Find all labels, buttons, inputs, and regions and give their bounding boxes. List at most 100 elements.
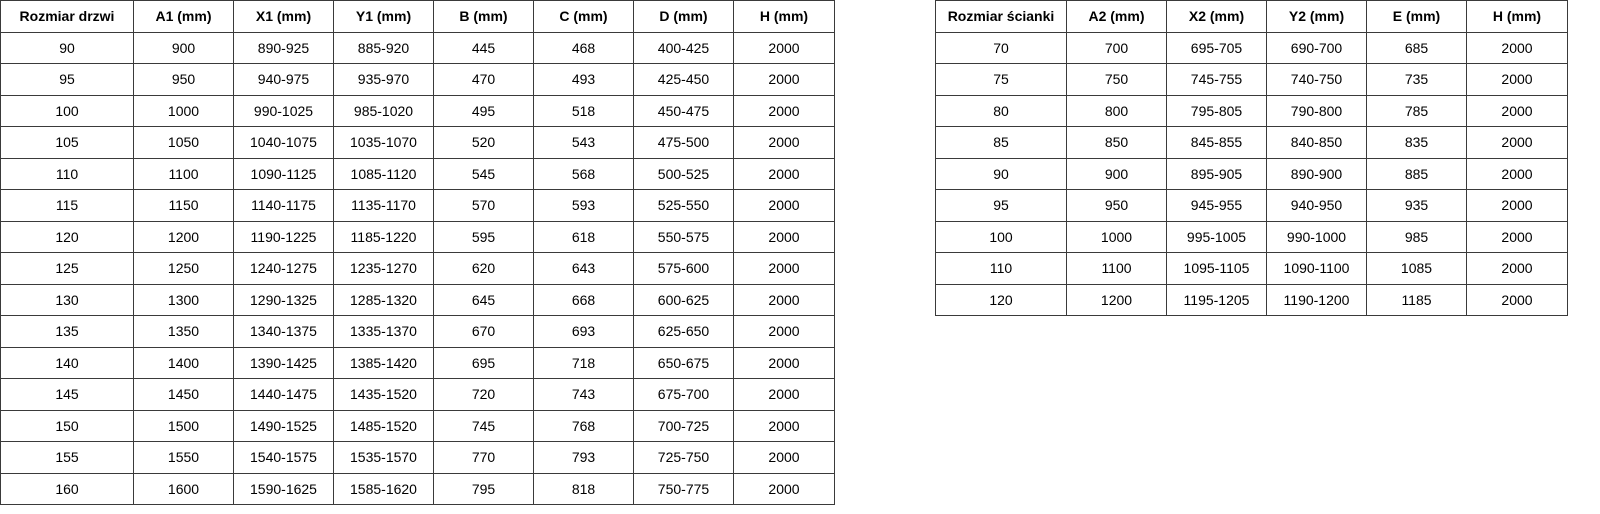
- table-row: 85 850 845-855 840-850 835 2000: [935, 126, 1568, 159]
- table-cell: 2000: [733, 220, 835, 253]
- table-cell: 495: [433, 94, 534, 127]
- table-row: 90 900 895-905 890-900 885 2000: [935, 157, 1568, 190]
- table-cell: 890-900: [1266, 157, 1367, 190]
- table-cell: 1335-1370: [333, 315, 434, 348]
- table-cell: 1400: [133, 346, 234, 379]
- table-cell: 795: [433, 472, 534, 505]
- table-row: 75 750 745-755 740-750 735 2000: [935, 63, 1568, 96]
- table-cell: 575-600: [633, 252, 734, 285]
- table-cell: 1550: [133, 441, 234, 474]
- table-row: 95 950 945-955 940-950 935 2000: [935, 189, 1568, 222]
- table-cell: 150: [0, 409, 134, 442]
- table-cell: 720: [433, 378, 534, 411]
- table-cell: 1185-1220: [333, 220, 434, 253]
- table-cell: 2000: [1466, 220, 1568, 253]
- table-cell: 1240-1275: [233, 252, 334, 285]
- table-row: 100 1000 995-1005 990-1000 985 2000: [935, 220, 1568, 253]
- table-cell: 670: [433, 315, 534, 348]
- table-cell: 700: [1066, 31, 1167, 64]
- table-cell: 445: [433, 31, 534, 64]
- table-cell: 1100: [1066, 252, 1167, 285]
- table-cell: 2000: [1466, 157, 1568, 190]
- table-cell: 1200: [133, 220, 234, 253]
- table-cell: 1150: [133, 189, 234, 222]
- table-cell: 745: [433, 409, 534, 442]
- column-header: E (mm): [1366, 0, 1467, 33]
- table-cell: 1350: [133, 315, 234, 348]
- table-cell: 650-675: [633, 346, 734, 379]
- table-cell: 2000: [733, 31, 835, 64]
- table-cell: 450-475: [633, 94, 734, 127]
- table-row: 70 700 695-705 690-700 685 2000: [935, 31, 1568, 64]
- column-header: Y1 (mm): [333, 0, 434, 33]
- table-cell: 620: [433, 252, 534, 285]
- column-header: A2 (mm): [1066, 0, 1167, 33]
- table-cell: 693: [533, 315, 634, 348]
- table-cell: 935: [1366, 189, 1467, 222]
- table-cell: 750-775: [633, 472, 734, 505]
- table-cell: 695: [433, 346, 534, 379]
- table-cell: 618: [533, 220, 634, 253]
- table-cell: 520: [433, 126, 534, 159]
- table-cell: 570: [433, 189, 534, 222]
- table-cell: 1535-1570: [333, 441, 434, 474]
- table-cell: 995-1005: [1166, 220, 1267, 253]
- table-cell: 95: [935, 189, 1067, 222]
- table-cell: 1195-1205: [1166, 283, 1267, 316]
- table-cell: 1450: [133, 378, 234, 411]
- table-cell: 900: [1066, 157, 1167, 190]
- table-row: 95 950 940-975 935-970 470 493 425-450 2000: [0, 63, 835, 96]
- table-row: 140 1400 1390-1425 1385-1420 695 718 650-675 20…: [0, 346, 835, 379]
- table-cell: 1140-1175: [233, 189, 334, 222]
- table-cell: 155: [0, 441, 134, 474]
- table-cell: 1190-1200: [1266, 283, 1367, 316]
- table-cell: 70: [935, 31, 1067, 64]
- table-cell: 75: [935, 63, 1067, 96]
- table-cell: 130: [0, 283, 134, 316]
- table-cell: 990-1025: [233, 94, 334, 127]
- table-cell: 795-805: [1166, 94, 1267, 127]
- table-cell: 2000: [733, 346, 835, 379]
- table-cell: 1385-1420: [333, 346, 434, 379]
- table-cell: 1135-1170: [333, 189, 434, 222]
- column-header: Rozmiar ścianki: [935, 0, 1067, 33]
- table-cell: 493: [533, 63, 634, 96]
- column-header: Y2 (mm): [1266, 0, 1367, 33]
- table-cell: 890-925: [233, 31, 334, 64]
- table-cell: 100: [935, 220, 1067, 253]
- table-row: 130 1300 1290-1325 1285-1320 645 668 600-625 20…: [0, 283, 835, 316]
- table-cell: 945-955: [1166, 189, 1267, 222]
- table-cell: 425-450: [633, 63, 734, 96]
- table-cell: 1185: [1366, 283, 1467, 316]
- table-cell: 1035-1070: [333, 126, 434, 159]
- table-row: 155 1550 1540-1575 1535-1570 770 793 725-750 20…: [0, 441, 835, 474]
- table-row: 100 1000 990-1025 985-1020 495 518 450-475 2000: [0, 94, 835, 127]
- table-cell: 1490-1525: [233, 409, 334, 442]
- table-cell: 790-800: [1266, 94, 1367, 127]
- table-cell: 160: [0, 472, 134, 505]
- table-cell: 1600: [133, 472, 234, 505]
- table-cell: 2000: [733, 409, 835, 442]
- table-cell: 125: [0, 252, 134, 285]
- table-cell: 1285-1320: [333, 283, 434, 316]
- table-cell: 468: [533, 31, 634, 64]
- table-cell: 2000: [733, 472, 835, 505]
- table-cell: 1390-1425: [233, 346, 334, 379]
- table-cell: 718: [533, 346, 634, 379]
- table-cell: 140: [0, 346, 134, 379]
- column-header: B (mm): [433, 0, 534, 33]
- table-cell: 845-855: [1166, 126, 1267, 159]
- table-cell: 940-950: [1266, 189, 1367, 222]
- table-cell: 1040-1075: [233, 126, 334, 159]
- table-cell: 1485-1520: [333, 409, 434, 442]
- table-cell: 2000: [733, 378, 835, 411]
- table-cell: 1340-1375: [233, 315, 334, 348]
- table-cell: 950: [133, 63, 234, 96]
- table-cell: 950: [1066, 189, 1167, 222]
- table-row: 150 1500 1490-1525 1485-1520 745 768 700-725 20…: [0, 409, 835, 442]
- table-cell: 85: [935, 126, 1067, 159]
- column-header: X2 (mm): [1166, 0, 1267, 33]
- table-cell: 1540-1575: [233, 441, 334, 474]
- table-cell: 895-905: [1166, 157, 1267, 190]
- table-cell: 550-575: [633, 220, 734, 253]
